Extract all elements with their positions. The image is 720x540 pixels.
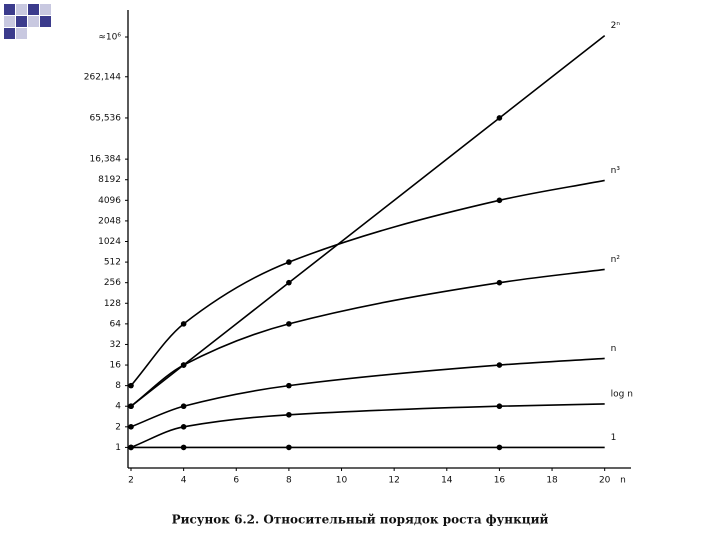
data-point	[286, 444, 292, 451]
series-line	[130, 179, 605, 387]
data-point	[286, 259, 292, 265]
data-point	[496, 197, 503, 204]
data-point	[128, 382, 134, 389]
y-tick-label: 1024	[98, 237, 121, 247]
series-line	[130, 34, 606, 407]
series-label: log n	[611, 389, 633, 399]
data-point	[286, 382, 292, 389]
y-tick-label: 8	[115, 381, 121, 391]
data-point	[128, 403, 134, 410]
series-line	[130, 268, 605, 407]
series-label: n³	[611, 166, 621, 176]
x-tick-label: 16	[494, 476, 506, 486]
y-tick-label: 16,384	[90, 155, 122, 165]
x-tick-label: 4	[181, 476, 187, 486]
x-axis-label: n	[620, 476, 626, 486]
y-tick-label: 512	[104, 258, 121, 268]
x-tick-label: 8	[286, 476, 292, 486]
y-tick-label: 8192	[98, 175, 121, 185]
y-tick-label: 4096	[98, 196, 121, 206]
data-point	[286, 321, 292, 327]
y-tick-label: 32	[110, 340, 121, 350]
y-tick-label: 64	[110, 319, 122, 329]
series-label: 1	[611, 433, 617, 443]
data-point	[286, 411, 292, 418]
x-tick-label: 6	[233, 476, 239, 486]
y-tick-label: 16	[110, 361, 122, 371]
x-tick-label: 20	[599, 476, 611, 486]
x-tick-label: 12	[388, 476, 399, 486]
x-tick-label: 10	[336, 476, 348, 486]
data-point	[496, 115, 503, 121]
data-point	[496, 403, 503, 410]
caption: Рисунок 6.2. Относительный порядок роста…	[172, 513, 549, 527]
data-point	[496, 279, 503, 286]
x-tick-label: 2	[128, 476, 134, 486]
y-tick-label: 2	[115, 422, 121, 432]
x-tick-label: 18	[546, 476, 558, 486]
data-point	[496, 362, 503, 368]
y-tick-label: 262,144	[84, 72, 121, 82]
series-line	[130, 403, 605, 449]
y-tick-label: ≈10⁶	[98, 32, 121, 42]
data-point	[128, 424, 134, 430]
y-tick-label: 128	[104, 299, 121, 309]
data-point	[286, 279, 292, 286]
data-point	[180, 321, 187, 327]
series-label: n²	[611, 255, 621, 265]
data-point	[180, 403, 187, 410]
data-point	[180, 444, 187, 451]
y-tick-label: 65,536	[90, 113, 122, 123]
series-label: n	[611, 344, 617, 354]
data-point	[180, 362, 187, 368]
data-point	[496, 444, 503, 451]
x-tick-label: 14	[441, 476, 453, 486]
y-tick-label: 1	[115, 443, 121, 453]
y-tick-label: 256	[104, 278, 121, 288]
slide-decoration	[4, 4, 51, 39]
y-tick-label: 4	[115, 402, 121, 412]
series-line	[130, 357, 605, 428]
data-point	[128, 444, 134, 451]
y-tick-label: 2048	[98, 216, 121, 226]
data-point	[180, 424, 187, 430]
series-label: 2ⁿ	[611, 21, 621, 31]
